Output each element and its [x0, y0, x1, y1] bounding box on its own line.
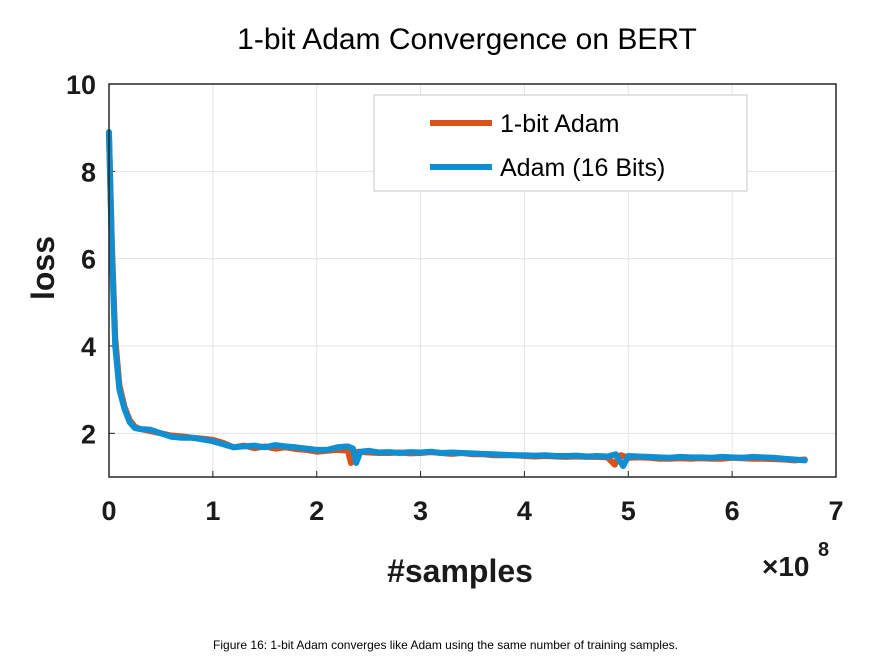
x-axis-label: #samples	[387, 553, 533, 589]
tick-labels: 0 1 2 3 4 5 6 7 2 4 6 8 10	[66, 70, 844, 526]
legend-box	[373, 94, 748, 192]
series-line-adam-16bits	[106, 129, 808, 470]
y-tick-label: 2	[81, 419, 96, 449]
x-tick-label: 5	[621, 496, 636, 526]
legend-label-adam-16bits: Adam (16 Bits)	[500, 154, 665, 182]
x-tick-label: 3	[413, 496, 428, 526]
figure-caption: Figure 16: 1-bit Adam converges like Ada…	[213, 638, 678, 652]
series-layer	[106, 129, 808, 470]
x-tick-label: 1	[205, 496, 220, 526]
x-tick-label: 4	[517, 496, 532, 526]
x-axis-multiplier: ×10 8	[762, 539, 829, 582]
x-tick-label: 0	[101, 496, 116, 526]
y-tick-label: 4	[81, 332, 96, 362]
y-tick-label: 6	[81, 245, 96, 275]
x-tick-label: 2	[309, 496, 324, 526]
plot-border	[108, 83, 837, 478]
chart-title: 1-bit Adam Convergence on BERT	[237, 23, 697, 56]
y-tick-label: 8	[81, 157, 96, 187]
y-axis-label: loss	[25, 236, 61, 300]
legend: 1-bit Adam Adam (16 Bits)	[373, 94, 748, 192]
x-tick-label: 7	[828, 496, 843, 526]
legend-label-1bit-adam: 1-bit Adam	[500, 110, 620, 138]
x-tick-label: 6	[725, 496, 740, 526]
y-tick-label: 10	[66, 70, 96, 100]
loss-chart: 1-bit Adam Convergence on BERT 0 1 2 3 4 5 6 7 2…	[25, 23, 844, 589]
x-multiplier-exponent: 8	[818, 539, 829, 561]
x-multiplier-base: ×10	[762, 551, 810, 582]
